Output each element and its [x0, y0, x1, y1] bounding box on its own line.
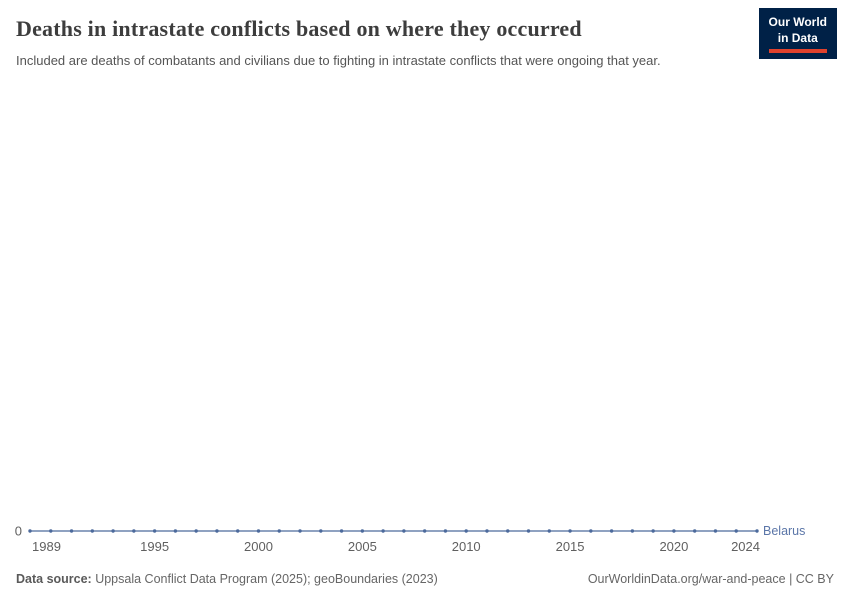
y-tick-label: 0 — [15, 524, 22, 539]
data-point-1996[interactable] — [173, 529, 178, 533]
data-point-2000[interactable] — [256, 529, 261, 533]
x-tick-label-1989: 1989 — [32, 539, 61, 554]
data-point-2018[interactable] — [630, 529, 635, 533]
data-point-2001[interactable] — [277, 529, 281, 533]
data-point-2010[interactable] — [464, 529, 468, 533]
data-point-2014[interactable] — [547, 529, 551, 533]
data-point-1994[interactable] — [132, 529, 136, 533]
data-point-2021[interactable] — [692, 529, 697, 533]
chart-title: Deaths in intrastate conflicts based on … — [16, 16, 582, 41]
data-point-2024[interactable] — [755, 529, 759, 533]
data-point-2016[interactable] — [589, 529, 593, 533]
data-point-1995[interactable] — [152, 529, 157, 533]
owid-logo-red-bar — [768, 49, 827, 54]
data-point-1991[interactable] — [69, 529, 74, 533]
x-tick-label-2005: 2005 — [348, 539, 377, 554]
x-tick-label-1995: 1995 — [140, 539, 169, 554]
credit-link[interactable]: OurWorldinData.org/war-and-peace | CC BY — [587, 572, 834, 586]
series-label-belarus[interactable]: Belarus — [763, 524, 805, 538]
data-point-2009[interactable] — [443, 529, 448, 533]
data-point-1993[interactable] — [111, 529, 115, 533]
data-point-1998[interactable] — [215, 529, 219, 533]
data-source-value: Uppsala Conflict Data Program (2025); ge… — [91, 572, 438, 586]
x-tick-label-2024: 2024 — [731, 539, 760, 554]
data-point-2011[interactable] — [485, 529, 489, 533]
owid-logo-line2: in Data — [777, 30, 818, 45]
data-point-1999[interactable] — [236, 529, 240, 533]
data-point-1997[interactable] — [194, 529, 198, 533]
data-point-2008[interactable] — [422, 529, 427, 533]
owid-logo[interactable]: Our World in Data — [758, 8, 837, 60]
data-point-2003[interactable] — [319, 529, 323, 533]
data-point-2004[interactable] — [339, 529, 344, 533]
data-point-1989[interactable] — [28, 529, 32, 533]
data-source-label: Data source: — [16, 572, 92, 586]
data-point-2002[interactable] — [298, 529, 302, 533]
data-point-1990[interactable] — [49, 529, 53, 533]
data-point-2006[interactable] — [381, 529, 385, 533]
data-point-1992[interactable] — [90, 529, 95, 533]
chart-subtitle: Included are deaths of combatants and ci… — [16, 53, 661, 68]
data-source-note: Data source: Uppsala Conflict Data Progr… — [16, 572, 438, 586]
x-tick-label-2000: 2000 — [244, 539, 273, 554]
data-point-2020[interactable] — [672, 529, 676, 533]
x-tick-label-2010: 2010 — [452, 539, 481, 554]
data-point-2005[interactable] — [360, 529, 365, 533]
owid-logo-line1: Our World — [768, 15, 827, 29]
data-point-2017[interactable] — [609, 529, 614, 533]
data-point-2022[interactable] — [713, 529, 718, 533]
data-point-2007[interactable] — [402, 529, 406, 533]
data-point-2023[interactable] — [734, 529, 738, 533]
x-tick-label-2020: 2020 — [659, 539, 688, 554]
data-point-2013[interactable] — [526, 529, 531, 533]
data-point-2015[interactable] — [568, 529, 572, 533]
x-tick-label-2015: 2015 — [556, 539, 585, 554]
data-point-2012[interactable] — [506, 529, 510, 533]
data-point-2019[interactable] — [651, 529, 655, 533]
chart-footer: Data source: Uppsala Conflict Data Progr… — [16, 572, 834, 586]
